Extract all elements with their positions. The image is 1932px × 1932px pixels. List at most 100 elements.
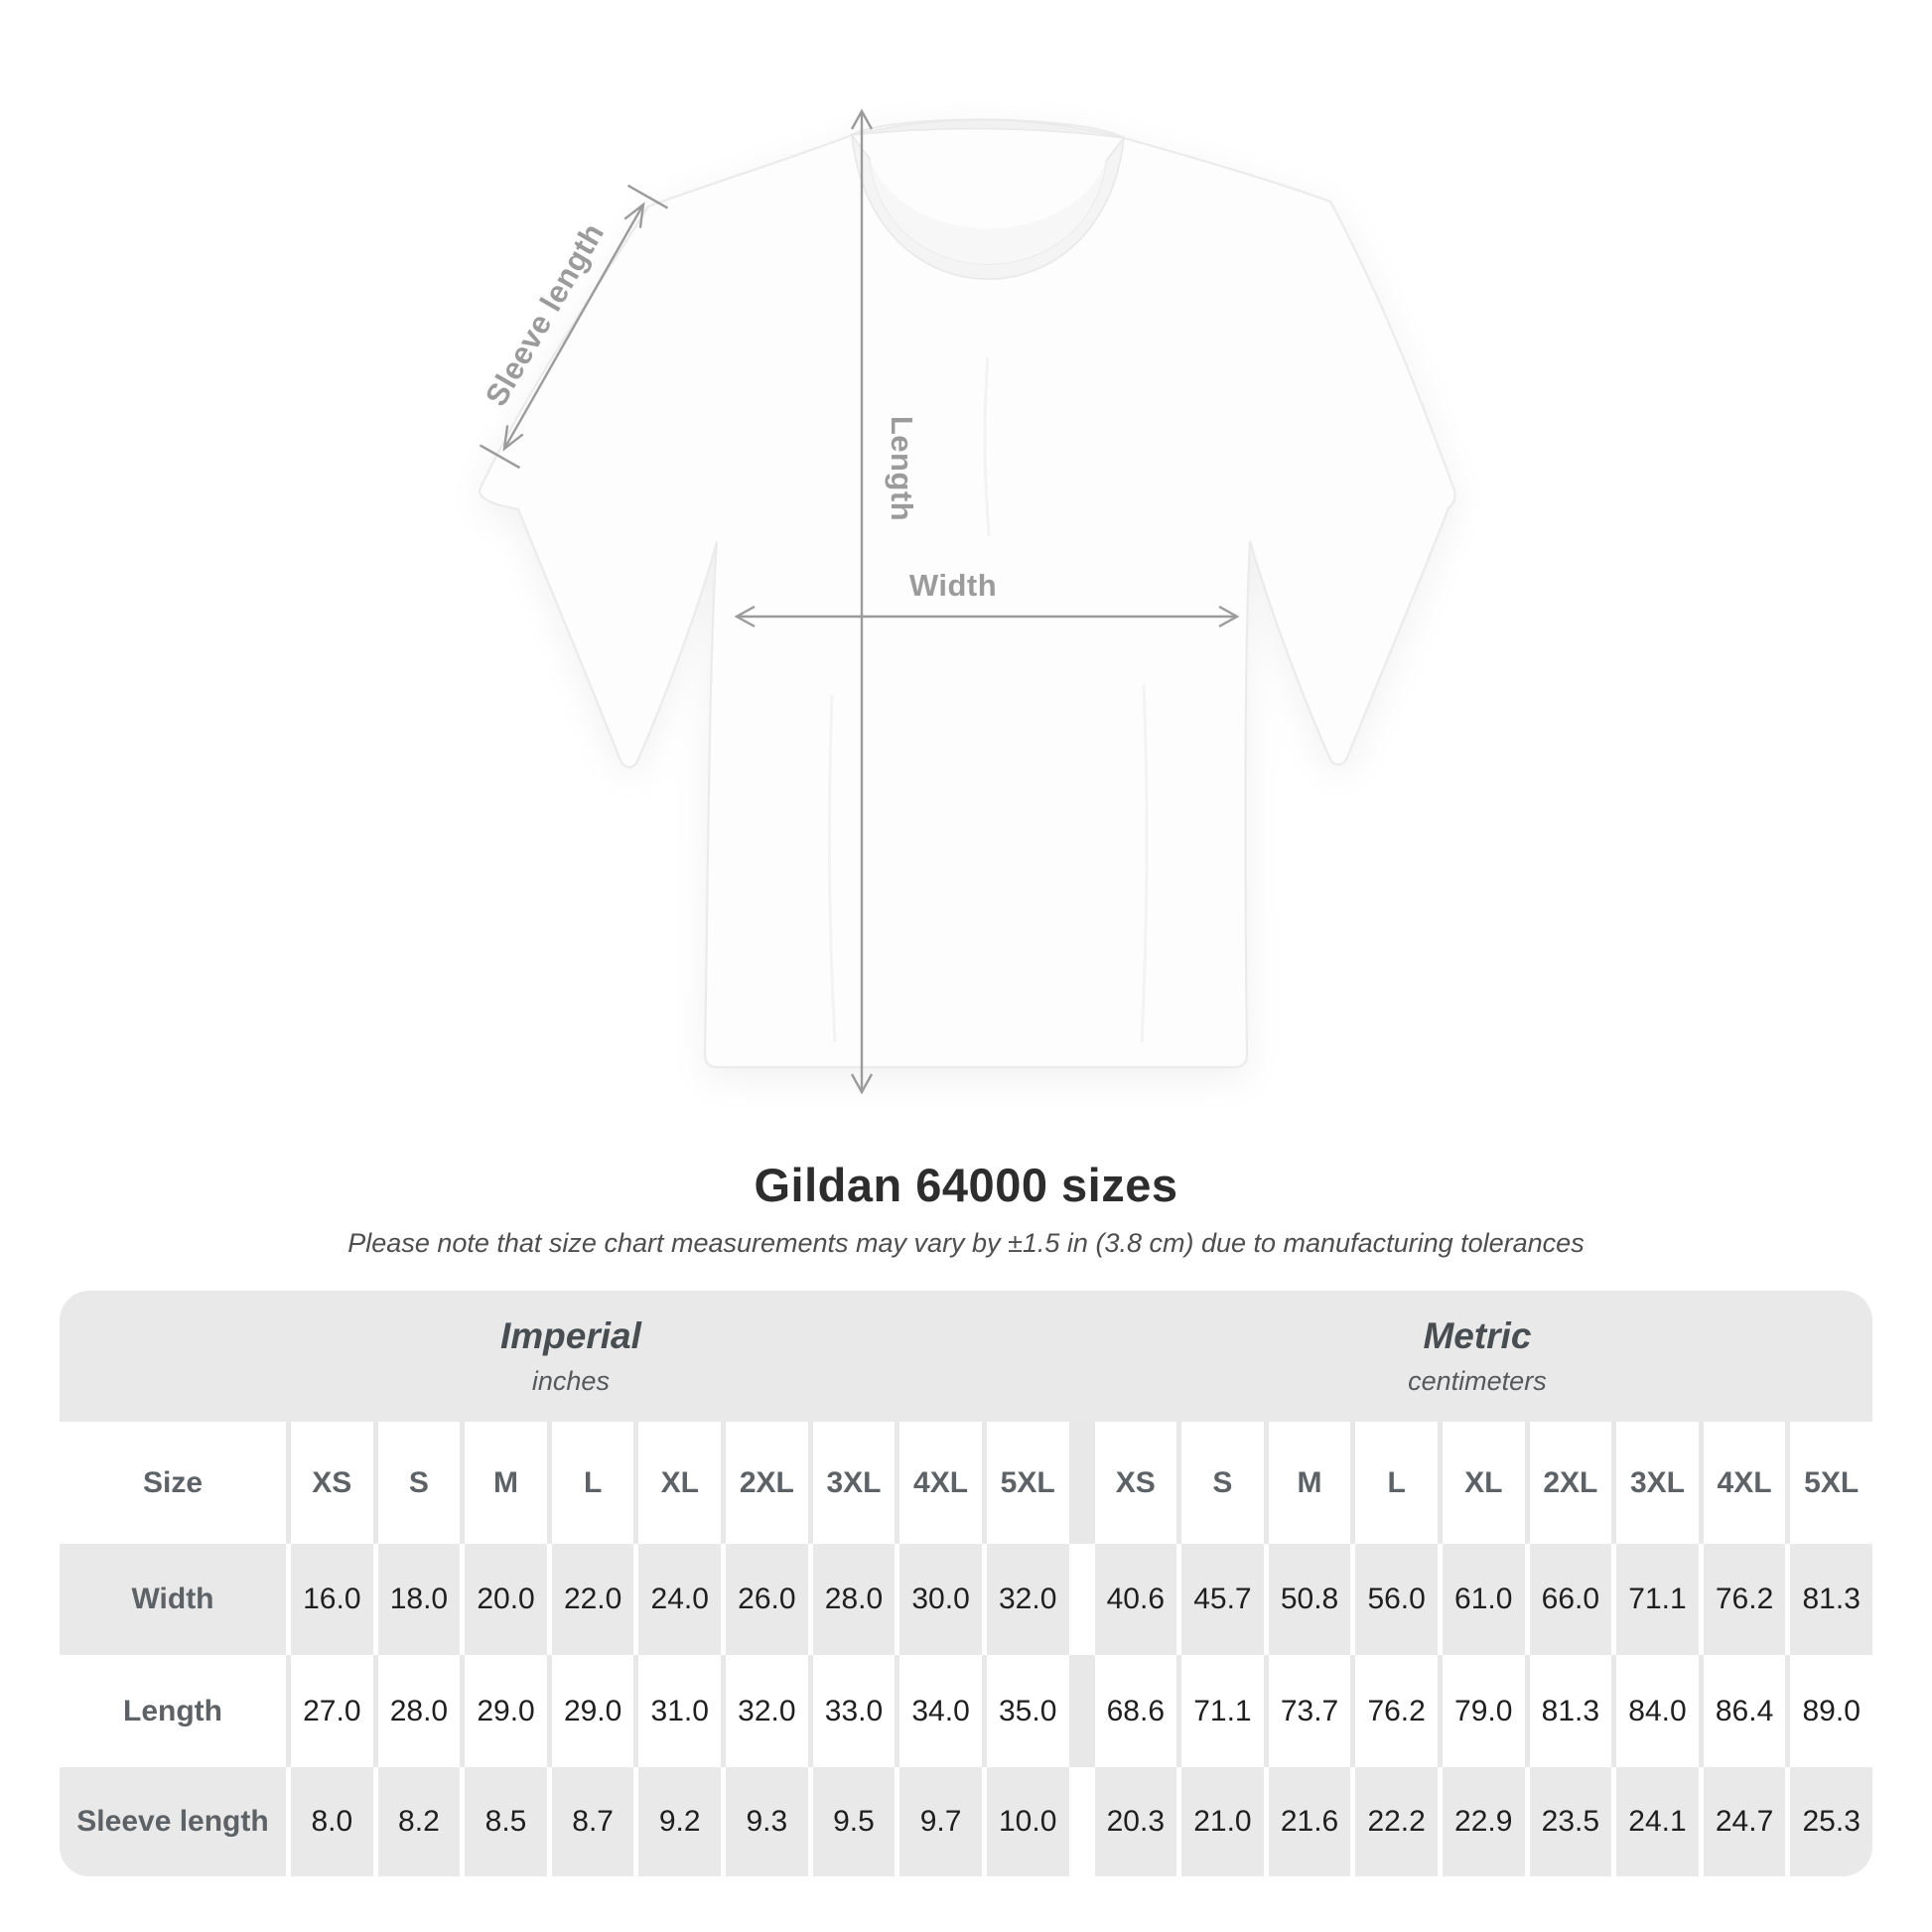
sleeve-dimension-line (502, 204, 645, 450)
sleeve-cap-bottom (479, 444, 521, 470)
row-label: Width (60, 1544, 286, 1655)
size-col-header: XS (291, 1422, 373, 1544)
value-cell: 9.5 (812, 1767, 896, 1876)
value-cell: 9.7 (899, 1767, 982, 1876)
value-cell: 25.3 (1790, 1767, 1872, 1876)
value-cell: 8.2 (377, 1767, 461, 1876)
value-cell: 35.0 (986, 1655, 1069, 1767)
size-col-header: 4XL (1703, 1422, 1786, 1544)
size-col-header: M (465, 1422, 547, 1544)
size-col-header: 3XL (812, 1422, 896, 1544)
value-cell: 8.0 (291, 1767, 373, 1876)
value-cell: 56.0 (1355, 1544, 1438, 1655)
size-col-header: L (1355, 1422, 1438, 1544)
value-cell: 76.2 (1355, 1655, 1438, 1767)
unit-group-band: Imperial inches Metric centimeters (60, 1291, 1872, 1422)
value-cell: 18.0 (377, 1544, 461, 1655)
value-cell: 24.0 (638, 1544, 722, 1655)
value-cell: 24.7 (1703, 1767, 1786, 1876)
value-cell: 29.0 (551, 1655, 634, 1767)
value-cell: 8.7 (551, 1767, 634, 1876)
fabric-crease (827, 694, 837, 1043)
group-divider (1074, 1655, 1090, 1767)
value-cell: 34.0 (899, 1655, 982, 1767)
sleeve-cap-top (626, 184, 669, 209)
value-cell: 9.2 (638, 1767, 722, 1876)
imperial-group-title: Imperial (499, 1315, 641, 1356)
value-cell: 28.0 (812, 1544, 896, 1655)
size-col-header: 2XL (726, 1422, 808, 1544)
value-cell: 40.6 (1094, 1544, 1177, 1655)
value-cell: 79.0 (1442, 1655, 1525, 1767)
size-col-header: XL (1442, 1422, 1525, 1544)
size-col-header: 2XL (1529, 1422, 1612, 1544)
value-cell: 71.1 (1181, 1655, 1264, 1767)
width-arrowhead-right (1218, 605, 1240, 628)
value-cell: 29.0 (465, 1655, 547, 1767)
value-cell: 8.5 (465, 1767, 547, 1876)
value-cell: 22.0 (551, 1544, 634, 1655)
tshirt-neck-opening (870, 159, 1106, 264)
fabric-crease (983, 356, 991, 537)
table-row-sleeve-length: Sleeve length 8.0 8.2 8.5 8.7 9.2 9.3 9.5 9.7 10.… (60, 1767, 1872, 1876)
group-divider (1074, 1544, 1090, 1655)
length-arrowhead-top (850, 108, 874, 130)
width-arrowhead-left (734, 605, 756, 628)
value-cell: 76.2 (1703, 1544, 1786, 1655)
row-label: Length (60, 1655, 286, 1767)
value-cell: 84.0 (1616, 1655, 1699, 1767)
sleeve-arrowhead-top (623, 202, 645, 228)
value-cell: 22.2 (1355, 1767, 1438, 1876)
value-cell: 10.0 (986, 1767, 1069, 1876)
value-cell: 30.0 (899, 1544, 982, 1655)
value-cell: 28.0 (377, 1655, 461, 1767)
value-cell: 24.1 (1616, 1767, 1699, 1876)
tshirt-diagram: Length Width Sleeve length (478, 108, 1456, 1095)
length-arrowhead-bottom (850, 1073, 874, 1095)
length-label: Length (885, 416, 919, 521)
value-cell: 45.7 (1181, 1544, 1264, 1655)
value-cell: 73.7 (1268, 1655, 1351, 1767)
value-cell: 32.0 (726, 1655, 808, 1767)
value-cell: 21.0 (1181, 1767, 1264, 1876)
table-row-length: Length 27.0 28.0 29.0 29.0 31.0 32.0 33.0 34.0 35… (60, 1655, 1872, 1767)
value-cell: 61.0 (1442, 1544, 1525, 1655)
value-cell: 66.0 (1529, 1544, 1612, 1655)
size-col-header: 3XL (1616, 1422, 1699, 1544)
value-cell: 81.3 (1790, 1544, 1872, 1655)
value-cell: 32.0 (986, 1544, 1069, 1655)
value-cell: 71.1 (1616, 1544, 1699, 1655)
value-cell: 21.6 (1268, 1767, 1351, 1876)
value-cell: 20.0 (465, 1544, 547, 1655)
tshirt-body (478, 118, 1456, 1069)
table-row-width: Width 16.0 18.0 20.0 22.0 24.0 26.0 28.0 30.0 32.… (60, 1544, 1872, 1655)
size-col-header: S (377, 1422, 461, 1544)
metric-group-unit: centimeters (1408, 1366, 1547, 1396)
value-cell: 27.0 (291, 1655, 373, 1767)
size-col-header: M (1268, 1422, 1351, 1544)
tolerance-note: Please note that size chart measurements… (347, 1228, 1585, 1258)
value-cell: 68.6 (1094, 1655, 1177, 1767)
size-col-header: XL (638, 1422, 722, 1544)
group-divider (1074, 1767, 1090, 1876)
value-cell: 50.8 (1268, 1544, 1351, 1655)
value-cell: 26.0 (726, 1544, 808, 1655)
value-cell: 20.3 (1094, 1767, 1177, 1876)
width-label: Width (909, 568, 997, 603)
fabric-crease (1140, 684, 1149, 1043)
value-cell: 31.0 (638, 1655, 722, 1767)
value-cell: 22.9 (1442, 1767, 1525, 1876)
size-column-header: Size (60, 1422, 286, 1544)
row-label: Sleeve length (60, 1767, 286, 1876)
size-col-header: S (1181, 1422, 1264, 1544)
value-cell: 33.0 (812, 1655, 896, 1767)
metric-group-title: Metric (1423, 1315, 1532, 1356)
sleeve-arrowhead-bottom (502, 425, 524, 452)
value-cell: 9.3 (726, 1767, 808, 1876)
value-cell: 16.0 (291, 1544, 373, 1655)
size-col-header: 4XL (899, 1422, 982, 1544)
value-cell: 23.5 (1529, 1767, 1612, 1876)
value-cell: 89.0 (1790, 1655, 1872, 1767)
imperial-group-unit: inches (531, 1366, 610, 1396)
